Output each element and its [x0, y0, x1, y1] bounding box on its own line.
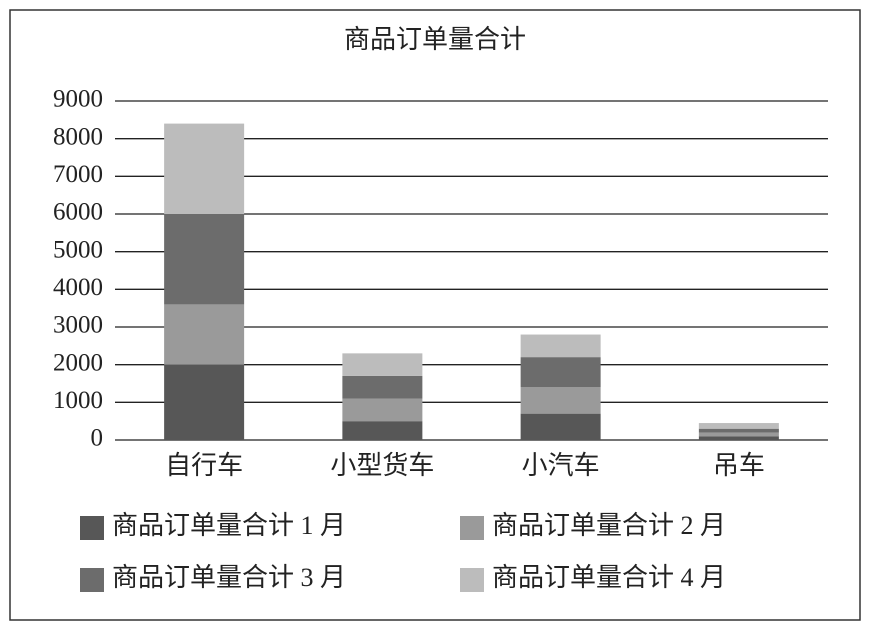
bar-segment: [698, 436, 779, 440]
y-tick-label: 1000: [53, 387, 103, 414]
y-tick-label: 4000: [53, 274, 103, 301]
y-tick-label: 9000: [53, 86, 103, 113]
bar-segment: [520, 387, 601, 414]
bar-segment: [164, 214, 245, 305]
bar-segment: [698, 423, 779, 429]
chart-frame: [9, 9, 861, 621]
x-tick-label: 小型货车: [330, 451, 434, 480]
legend-label: 商品订单量合计 3 月: [112, 563, 346, 592]
bar-segment: [342, 375, 423, 399]
bar-segment: [520, 413, 601, 440]
legend-label: 商品订单量合计 4 月: [492, 563, 726, 592]
bar-segment: [342, 421, 423, 440]
legend-swatch: [460, 516, 484, 540]
bar-segment: [698, 428, 779, 433]
y-tick-label: 7000: [53, 161, 103, 188]
bar-segment: [164, 304, 245, 365]
x-tick-label: 吊车: [713, 451, 765, 480]
legend-swatch: [460, 568, 484, 592]
bar-segment: [342, 398, 423, 422]
bar-segment: [520, 334, 601, 358]
x-tick-label: 小汽车: [522, 451, 600, 480]
legend-swatch: [80, 568, 104, 592]
y-tick-label: 8000: [53, 123, 103, 150]
y-tick-label: 6000: [53, 199, 103, 226]
legend-swatch: [80, 516, 104, 540]
y-tick-label: 5000: [53, 236, 103, 263]
chart-title: 商品订单量合计: [344, 25, 526, 54]
y-tick-label: 2000: [53, 349, 103, 376]
legend-label: 商品订单量合计 1 月: [112, 511, 346, 540]
bar-segment: [342, 353, 423, 376]
x-tick-label: 自行车: [165, 451, 243, 480]
bar-segment: [520, 357, 601, 388]
legend-label: 商品订单量合计 2 月: [492, 511, 726, 540]
y-tick-label: 0: [91, 425, 104, 452]
y-tick-label: 3000: [53, 312, 103, 339]
bar-segment: [698, 432, 779, 437]
bar-segment: [164, 123, 245, 214]
bar-segment: [164, 364, 245, 440]
